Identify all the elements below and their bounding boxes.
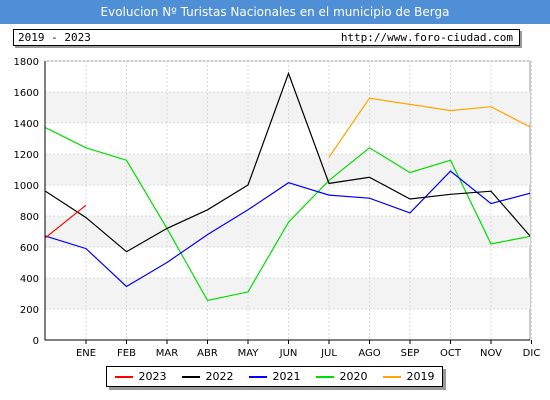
x-tick-label: JUN bbox=[279, 348, 298, 359]
x-tick-label: DIC bbox=[523, 348, 541, 359]
x-tick-label: MAY bbox=[238, 348, 260, 359]
legend-label: 2022 bbox=[205, 370, 234, 383]
x-tick-label: OCT bbox=[440, 348, 462, 359]
y-tick-label: 600 bbox=[20, 243, 39, 254]
legend-label: 2023 bbox=[138, 370, 167, 383]
series-line-2019 bbox=[328, 97, 530, 158]
x-tick-label: JUL bbox=[320, 348, 337, 359]
series-line-2021 bbox=[45, 170, 530, 288]
series-line-2020 bbox=[45, 127, 530, 302]
y-tick-label: 0 bbox=[33, 336, 39, 347]
chart-legend: 2023 2022 2021 2020 2019 bbox=[106, 366, 443, 387]
grid-band bbox=[45, 216, 530, 247]
y-tick-label: 1400 bbox=[14, 119, 39, 130]
legend-item-2020: 2020 bbox=[315, 370, 368, 383]
x-tick-label: SEP bbox=[401, 348, 420, 359]
legend-swatch bbox=[315, 375, 334, 378]
source-url: http://www.foro-ciudad.com bbox=[340, 31, 513, 44]
legend-label: 2021 bbox=[272, 370, 301, 383]
legend-swatch bbox=[181, 375, 200, 378]
x-tick-label: NOV bbox=[480, 348, 502, 359]
x-tick-label: AGO bbox=[358, 348, 380, 359]
legend-item-2021: 2021 bbox=[248, 370, 301, 383]
x-tick-label: FEB bbox=[117, 348, 136, 359]
y-tick-label: 800 bbox=[20, 212, 39, 223]
y-tick-label: 1200 bbox=[14, 150, 39, 161]
legend-label: 2019 bbox=[406, 370, 435, 383]
grid-band bbox=[45, 278, 530, 309]
year-range: 2019 - 2023 bbox=[18, 31, 91, 44]
x-tick-label: ENE bbox=[76, 348, 96, 359]
legend-item-2019: 2019 bbox=[382, 370, 435, 383]
y-tick-label: 1000 bbox=[14, 181, 39, 192]
legend-swatch bbox=[382, 375, 401, 378]
x-tick-label: MAR bbox=[156, 348, 178, 359]
legend-label: 2020 bbox=[339, 370, 368, 383]
info-bar: 2019 - 2023 http://www.foro-ciudad.com bbox=[13, 29, 520, 46]
y-tick-label: 200 bbox=[20, 305, 39, 316]
x-tick-label: ABR bbox=[197, 348, 218, 359]
y-tick-label: 1600 bbox=[14, 88, 39, 99]
legend-swatch bbox=[248, 375, 267, 378]
grid-band bbox=[45, 154, 530, 185]
y-tick-label: 400 bbox=[20, 274, 39, 285]
legend-item-2022: 2022 bbox=[181, 370, 234, 383]
y-tick-label: 1800 bbox=[14, 57, 39, 68]
series-line-2023 bbox=[45, 204, 87, 239]
legend-item-2023: 2023 bbox=[114, 370, 167, 383]
grid-band bbox=[45, 92, 530, 123]
series-line-2022 bbox=[45, 71, 530, 253]
chart-title: Evolucion Nº Turistas Nacionales en el m… bbox=[0, 0, 550, 24]
legend-swatch bbox=[114, 375, 133, 378]
